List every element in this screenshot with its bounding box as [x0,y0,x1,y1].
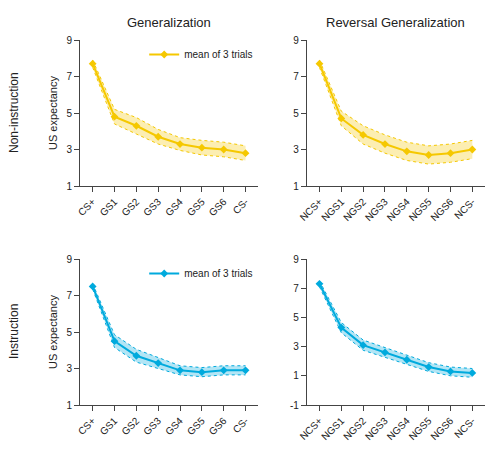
svg-text:GS6: GS6 [207,415,229,437]
svg-text:Instruction: Instruction [7,304,21,359]
svg-text:GS1: GS1 [98,415,120,437]
svg-text:Generalization: Generalization [127,15,211,30]
svg-text:9: 9 [66,254,72,265]
svg-text:mean of 3 trials: mean of 3 trials [184,49,252,60]
svg-text:5: 5 [66,327,72,338]
svg-text:5: 5 [293,108,299,119]
svg-text:CS+: CS+ [76,196,98,218]
svg-text:mean of 3 trials: mean of 3 trials [184,268,252,279]
svg-text:9: 9 [293,254,299,265]
svg-text:CS-: CS- [231,415,251,435]
svg-text:5: 5 [66,108,72,119]
svg-text:Non-instruction: Non-instruction [7,72,21,153]
svg-text:GS5: GS5 [185,196,207,218]
svg-text:GS1: GS1 [98,196,120,218]
svg-text:9: 9 [293,35,299,46]
svg-text:NGS1: NGS1 [319,415,346,442]
svg-text:NCS-: NCS- [452,196,477,221]
svg-text:NCS-: NCS- [452,415,477,440]
svg-text:GS4: GS4 [163,196,185,218]
svg-text:3: 3 [293,341,299,352]
svg-text:CS-: CS- [231,196,251,216]
svg-text:3: 3 [66,144,72,155]
svg-text:9: 9 [66,35,72,46]
svg-text:US expectancy: US expectancy [47,76,59,150]
svg-text:1: 1 [293,370,299,381]
svg-text:Reversal Generalization: Reversal Generalization [326,15,465,30]
svg-text:7: 7 [66,71,72,82]
svg-text:7: 7 [293,283,299,294]
svg-text:NGS3: NGS3 [363,415,390,442]
svg-text:NGS2: NGS2 [341,415,368,442]
svg-text:7: 7 [293,71,299,82]
svg-text:GS5: GS5 [185,415,207,437]
svg-text:US expectancy: US expectancy [47,295,59,369]
svg-text:1: 1 [66,181,72,192]
svg-text:GS4: GS4 [163,415,185,437]
svg-text:NGS5: NGS5 [407,196,434,223]
svg-text:NCS+: NCS+ [298,415,325,442]
svg-text:GS2: GS2 [119,415,141,437]
svg-text:NGS1: NGS1 [319,196,346,223]
svg-text:GS2: GS2 [119,196,141,218]
svg-text:1: 1 [293,181,299,192]
svg-text:CS+: CS+ [76,415,98,437]
svg-text:NGS4: NGS4 [385,196,412,223]
svg-text:5: 5 [293,312,299,323]
svg-text:NCS+: NCS+ [298,196,325,223]
svg-text:3: 3 [293,144,299,155]
svg-text:NGS2: NGS2 [341,196,368,223]
svg-text:-1: -1 [290,400,299,411]
svg-text:NGS4: NGS4 [385,415,412,442]
svg-text:NGS5: NGS5 [407,415,434,442]
svg-text:GS6: GS6 [207,196,229,218]
svg-text:NGS6: NGS6 [428,196,455,223]
svg-text:1: 1 [66,400,72,411]
svg-text:GS3: GS3 [141,196,163,218]
svg-text:7: 7 [66,290,72,301]
svg-text:NGS6: NGS6 [428,415,455,442]
svg-text:GS3: GS3 [141,415,163,437]
svg-text:3: 3 [66,363,72,374]
svg-text:NGS3: NGS3 [363,196,390,223]
